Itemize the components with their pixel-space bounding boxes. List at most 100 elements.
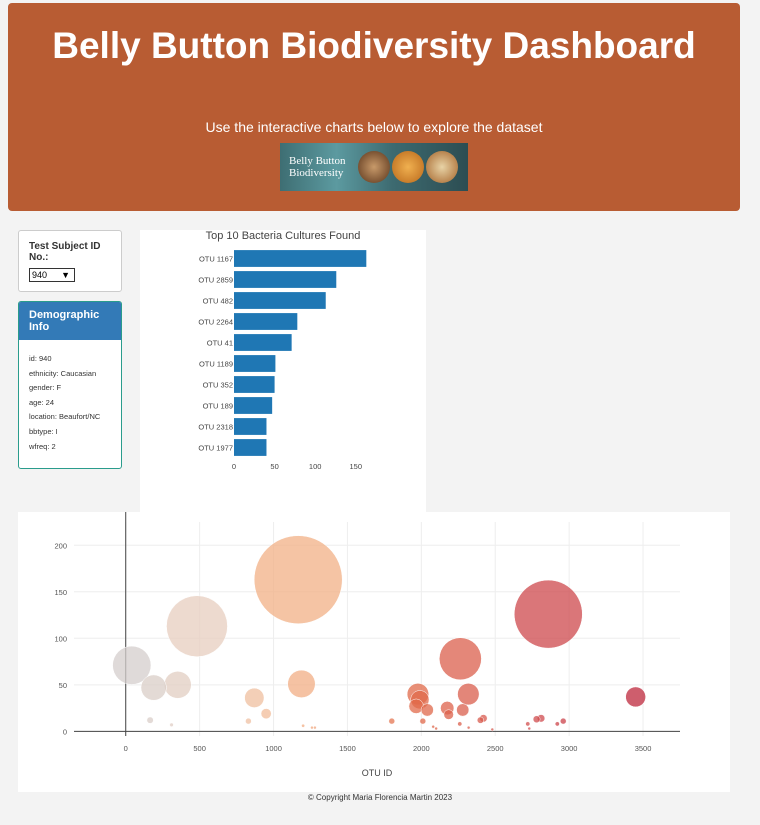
bar (234, 355, 276, 372)
bar-category-label: OTU 1189 (199, 360, 233, 369)
bar (234, 313, 298, 330)
y-tick-label: 50 (59, 681, 67, 690)
demographic-row: bbtype: I (29, 426, 58, 436)
bubble-chart-panel: 0 500 1000 1500 2000 2500 3000 3500 0 50 100 150 200… (18, 512, 730, 792)
bar (234, 397, 273, 414)
x-tick-label: 0 (232, 462, 236, 471)
bubble (554, 721, 560, 727)
demographic-row: location: Beaufort/NC (29, 412, 101, 422)
demographic-row: age: 24 (29, 397, 55, 407)
bubble (287, 669, 316, 698)
bubble (245, 717, 252, 725)
bubble (490, 727, 495, 732)
demographic-row: id: 940 (29, 354, 52, 363)
x-tick-label: 0 (124, 744, 128, 753)
subject-selector-panel: Test Subject ID No.: 940 ▼ (18, 230, 122, 292)
bar-category-label: OTU 1167 (199, 255, 233, 264)
bubble (140, 674, 167, 701)
bar (234, 271, 337, 288)
subject-id-value: 940 (32, 270, 48, 280)
banner-image: Belly Button Biodiversity (280, 143, 468, 191)
page-title: Belly Button Biodiversity Dashboard (52, 25, 696, 66)
x-tick-label: 100 (309, 462, 322, 471)
y-tick-label: 0 (63, 727, 67, 736)
page-header: Belly Button Biodiversity Dashboard Use … (8, 3, 740, 211)
bar-category-label: OTU 189 (203, 402, 233, 411)
bubble (525, 721, 531, 727)
demographic-info-list: id: 940 ethnicity: Caucasian gender: F age:… (29, 354, 100, 456)
bar-category-label: OTU 352 (203, 381, 233, 390)
bubble (388, 717, 396, 725)
demographic-info-title: Demographic Info (19, 302, 121, 340)
bubble (560, 717, 567, 725)
x-tick-label: 150 (350, 462, 363, 471)
bar (234, 334, 292, 351)
bar (234, 418, 267, 435)
x-tick-label: 1500 (339, 744, 356, 753)
bubble (431, 724, 435, 729)
bubble (457, 683, 480, 706)
demographic-row: wfreq: 2 (29, 441, 56, 451)
x-tick-label: 2000 (413, 744, 430, 753)
bar (234, 439, 267, 456)
x-tick-label: 3500 (635, 744, 652, 753)
x-axis-label: OTU ID (362, 768, 393, 778)
bubble (244, 687, 265, 708)
y-tick-label: 150 (54, 588, 67, 597)
bar (234, 250, 367, 267)
bubble (439, 637, 482, 681)
bubble (514, 579, 583, 649)
banner-text: Belly Button Biodiversity (289, 155, 349, 179)
bubble-chart[interactable]: 0 500 1000 1500 2000 2500 3000 3500 0 50 100 150 200… (18, 512, 730, 792)
bubble (260, 708, 272, 720)
bubble (456, 703, 470, 717)
demographic-info-panel: Demographic Info id: 940 ethnicity: Cauca… (18, 301, 122, 469)
demographic-row: gender: F (29, 383, 62, 393)
bubble (457, 721, 463, 727)
bubble (164, 671, 192, 699)
y-tick-label: 200 (54, 541, 67, 550)
subject-id-select[interactable]: 940 ▼ (29, 268, 75, 282)
bubble (476, 716, 484, 724)
x-tick-label: 500 (193, 744, 206, 753)
bubble (313, 725, 317, 730)
bubble (112, 645, 152, 685)
bar-chart-title: Top 10 Bacteria Cultures Found (206, 230, 361, 242)
x-tick-label: 1000 (265, 744, 282, 753)
page-subtitle: Use the interactive charts below to expl… (205, 119, 543, 135)
bar-category-label: OTU 2318 (198, 423, 233, 432)
bubble (146, 716, 154, 724)
bar-chart-panel: Top 10 Bacteria Cultures Found OTU 1167 OT… (140, 230, 426, 512)
petri-dish-icon (358, 151, 390, 183)
bubble (310, 725, 314, 730)
bubble (420, 703, 434, 717)
bubble (532, 715, 541, 724)
bar (234, 376, 275, 393)
petri-dish-icon (426, 151, 458, 183)
bar (234, 292, 326, 309)
bubble (466, 725, 471, 730)
bar-category-label: OTU 2264 (198, 318, 233, 327)
bubble (169, 722, 174, 727)
y-tick-label: 100 (54, 634, 67, 643)
x-tick-label: 3000 (561, 744, 578, 753)
subject-selector-label: Test Subject ID No.: (29, 241, 101, 263)
bubble (419, 717, 427, 725)
bubble (166, 595, 228, 657)
demographic-row: ethnicity: Caucasian (29, 368, 97, 378)
bar-category-label: OTU 1977 (198, 444, 233, 453)
bubble (527, 726, 531, 731)
bar-category-label: OTU 482 (203, 297, 233, 306)
x-tick-label: 2500 (487, 744, 504, 753)
banner-text-line: Belly Button Biodiversity (289, 155, 346, 179)
bar-chart[interactable]: Top 10 Bacteria Cultures Found OTU 1167 OT… (140, 230, 426, 512)
footer-copyright: © Copyright Maria Florencia Martin 2023 (307, 793, 453, 802)
bar-category-label: OTU 41 (207, 339, 233, 348)
bubble (253, 535, 343, 624)
bar-category-label: OTU 2859 (198, 276, 233, 285)
chevron-down-icon: ▼ (61, 270, 70, 280)
petri-dish-icon (392, 151, 424, 183)
bubble (625, 686, 646, 708)
bubble (434, 726, 438, 731)
bubble (443, 709, 454, 720)
